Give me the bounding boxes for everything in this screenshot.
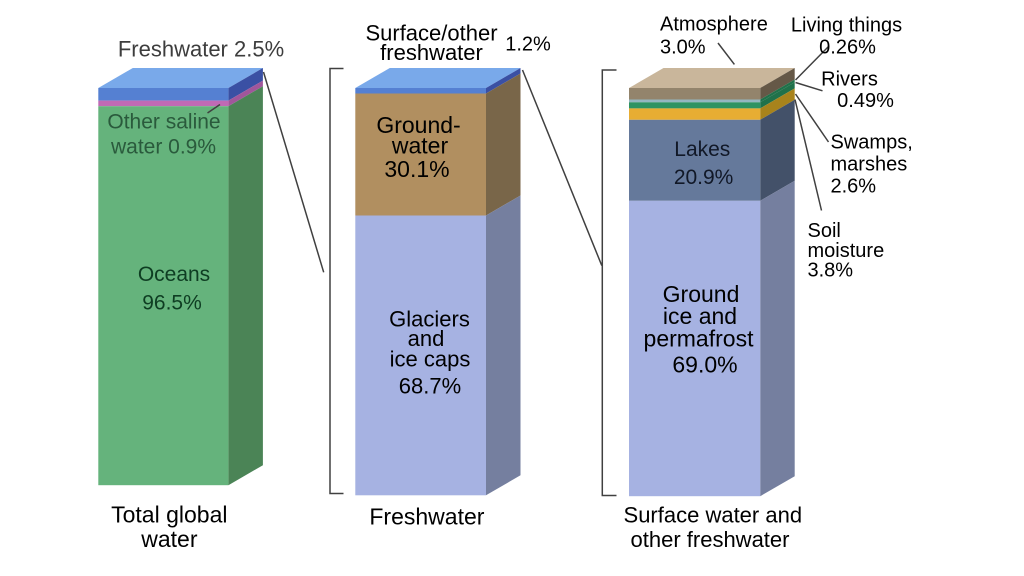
svg-text:Ground: Ground xyxy=(663,281,740,307)
svg-text:2.6%: 2.6% xyxy=(831,175,877,197)
svg-text:68.7%: 68.7% xyxy=(399,373,461,398)
svg-text:30.1%: 30.1% xyxy=(384,156,449,182)
svg-text:Ground-: Ground- xyxy=(376,112,460,138)
svg-text:water: water xyxy=(391,133,449,159)
svg-text:Swamps,: Swamps, xyxy=(831,131,913,153)
svg-text:Glaciers: Glaciers xyxy=(389,307,470,332)
svg-text:ice and: ice and xyxy=(663,303,737,329)
svg-text:Lakes: Lakes xyxy=(674,138,730,161)
svg-text:Surface water and: Surface water and xyxy=(624,503,803,528)
svg-text:marshes: marshes xyxy=(831,153,908,175)
svg-text:Total global: Total global xyxy=(111,501,227,527)
svg-text:Other saline: Other saline xyxy=(107,110,220,133)
svg-text:water 0.9%: water 0.9% xyxy=(110,135,216,158)
svg-text:permafrost: permafrost xyxy=(644,325,755,351)
svg-text:Oceans: Oceans xyxy=(138,263,210,286)
svg-text:3.8%: 3.8% xyxy=(808,260,854,282)
svg-text:water: water xyxy=(140,526,198,552)
svg-text:Atmosphere: Atmosphere xyxy=(660,14,768,36)
svg-text:Surface/other: Surface/other xyxy=(365,21,497,46)
svg-text:1.2%: 1.2% xyxy=(505,33,551,55)
svg-text:moisture: moisture xyxy=(808,240,885,262)
svg-text:3.0%: 3.0% xyxy=(660,36,706,58)
svg-text:Rivers: Rivers xyxy=(821,68,878,90)
svg-text:0.26%: 0.26% xyxy=(819,36,876,58)
svg-text:Freshwater 2.5%: Freshwater 2.5% xyxy=(118,37,284,62)
svg-text:Soil: Soil xyxy=(808,220,841,242)
svg-text:20.9%: 20.9% xyxy=(674,166,734,189)
svg-text:96.5%: 96.5% xyxy=(142,291,202,314)
svg-text:Living things: Living things xyxy=(791,15,902,37)
svg-text:freshwater: freshwater xyxy=(380,40,483,65)
svg-text:0.49%: 0.49% xyxy=(837,90,894,112)
svg-text:Freshwater: Freshwater xyxy=(369,503,484,529)
svg-text:69.0%: 69.0% xyxy=(672,351,737,377)
svg-text:other freshwater: other freshwater xyxy=(631,527,790,552)
svg-text:ice caps: ice caps xyxy=(390,347,471,372)
svg-text:and: and xyxy=(408,326,445,351)
